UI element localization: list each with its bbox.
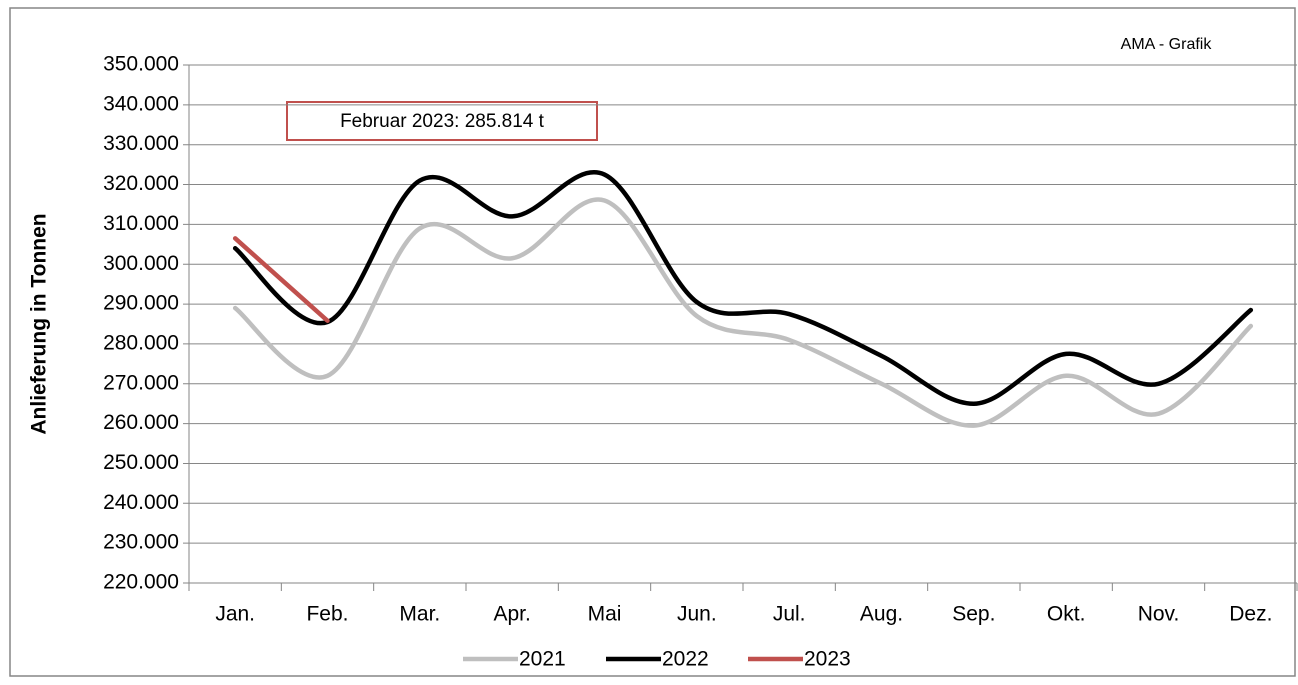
y-tick-label: 310.000 <box>103 212 179 235</box>
series-line <box>232 236 330 324</box>
legend-label: 2021 <box>519 648 566 671</box>
x-tick-label: Jan. <box>215 603 255 626</box>
x-tick-label: Jul. <box>773 603 806 626</box>
x-tick-label: Feb. <box>306 603 348 626</box>
y-tick-label: 220.000 <box>103 571 179 594</box>
y-tick-label: 260.000 <box>103 411 179 434</box>
y-tick-label: 290.000 <box>103 292 179 315</box>
x-tick-label: Aug. <box>860 603 903 626</box>
y-tick-label: 300.000 <box>103 252 179 275</box>
y-tick-label: 250.000 <box>103 451 179 474</box>
y-tick-label: 330.000 <box>103 132 179 155</box>
chart-border <box>9 7 1296 677</box>
annotation: Februar 2023: 285.814 t <box>340 111 545 132</box>
source-note: AMA - Grafik <box>1121 36 1213 53</box>
x-tick-label: Sep. <box>952 603 995 626</box>
x-tick-label: Dez. <box>1229 603 1272 626</box>
x-tick-label: Mar. <box>399 603 440 626</box>
y-tick-label: 320.000 <box>103 172 179 195</box>
series-line <box>232 197 1254 428</box>
x-tick-label: Okt. <box>1047 603 1086 626</box>
annotation-box <box>286 101 598 141</box>
y-tick-label: 340.000 <box>103 92 179 115</box>
y-tick-label: 270.000 <box>103 371 179 394</box>
y-tick-label: 230.000 <box>103 531 179 554</box>
y-tick-label: 350.000 <box>103 53 179 76</box>
legend-label: 2023 <box>804 648 851 671</box>
x-tick-label: Apr. <box>493 603 530 626</box>
y-tick-label: 240.000 <box>103 491 179 514</box>
x-tick-label: Nov. <box>1138 603 1180 626</box>
y-tick-label: 280.000 <box>103 331 179 354</box>
y-axis-label: Anlieferung in Tonnen <box>28 213 51 434</box>
x-tick-label: Jun. <box>677 603 717 626</box>
x-tick-label: Mai <box>588 603 622 626</box>
legend-label: 2022 <box>662 648 709 671</box>
series-line <box>232 170 1254 406</box>
